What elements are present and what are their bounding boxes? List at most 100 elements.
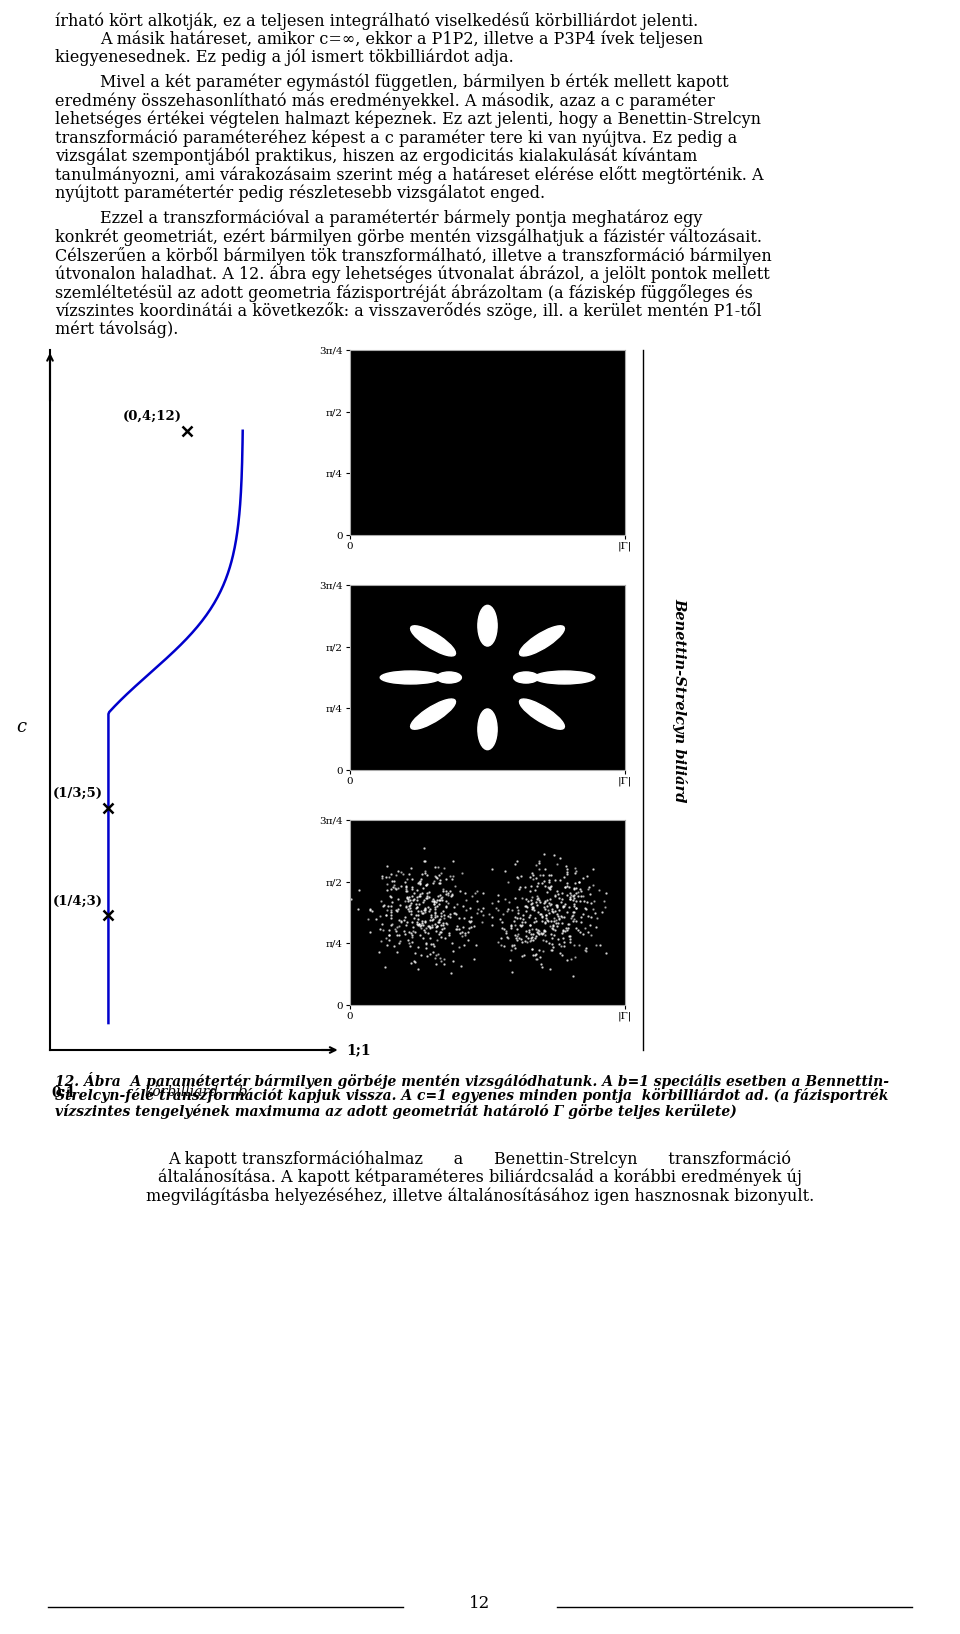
Point [425,907,441,933]
Point [427,899,443,925]
Point [562,910,577,936]
Point [433,925,448,951]
Point [555,925,570,951]
Point [528,889,543,915]
Point [413,866,428,892]
Point [531,871,546,897]
Point [571,879,587,905]
Point [414,909,429,935]
Point [556,930,571,956]
Point [439,894,454,920]
Point [543,936,559,962]
Point [531,918,546,944]
Point [532,902,547,928]
Point [427,904,443,930]
Point [523,887,539,913]
Point [591,877,607,904]
Point [499,899,515,925]
Point [382,917,397,943]
Point [406,948,421,974]
Point [426,889,442,915]
Point [407,886,422,912]
Point [422,925,438,951]
Point [426,892,442,918]
Point [494,909,510,935]
Point [537,840,552,866]
Point [545,913,561,940]
Point [445,900,461,926]
Point [455,918,470,944]
Point [501,925,516,951]
Point [380,853,396,879]
Point [419,884,434,910]
Point [393,892,408,918]
Point [445,863,461,889]
Point [520,925,536,951]
Point [461,909,476,935]
Point [400,886,416,912]
Point [496,933,512,959]
Point [493,931,509,958]
Point [506,931,521,958]
Point [372,915,388,941]
Point [511,897,526,923]
Point [503,915,518,941]
Point [556,864,571,891]
Point [398,874,414,900]
Text: útvonalon haladhat. A 12. ábra egy lehetséges útvonalat ábrázol, a jelölt pontok: útvonalon haladhat. A 12. ábra egy lehet… [55,265,770,283]
Point [398,873,414,899]
Text: lehetséges értékei végtelen halmazt képeznek. Ez azt jelenti, hogy a Benettin-St: lehetséges értékei végtelen halmazt képe… [55,111,761,129]
Point [421,879,437,905]
Point [556,894,571,920]
Point [517,897,533,923]
Point [384,868,399,894]
Point [432,891,447,917]
Point [566,892,582,918]
Point [518,894,534,920]
Point [576,920,591,946]
Point [523,926,539,953]
Point [500,869,516,895]
Point [416,917,431,943]
Point [429,894,444,920]
Point [427,944,443,971]
Point [444,930,460,956]
Point [563,886,578,912]
Text: A másik határeset, amikor c=∞, ekkor a P1P2, illetve a P3P4 ívek teljesen: A másik határeset, amikor c=∞, ekkor a P… [100,31,703,47]
Point [529,882,544,909]
Point [398,894,414,920]
Point [415,900,430,926]
Point [535,871,550,897]
Point [494,915,510,941]
Point [433,882,448,909]
Point [517,928,533,954]
Point [405,882,420,909]
Point [562,930,577,956]
Point [534,904,549,930]
Point [363,918,378,944]
Point [436,951,451,977]
Point [384,905,399,931]
Point [566,892,582,918]
Point [412,912,427,938]
Point [560,882,575,909]
Point [425,886,441,912]
Point [422,913,438,940]
Point [510,926,525,953]
Point [541,889,557,915]
Point [529,886,544,912]
Point [402,892,418,918]
Point [397,869,413,895]
Point [410,871,425,897]
Point [475,894,491,920]
Point [492,907,507,933]
Point [386,933,401,959]
Point [434,887,449,913]
Point [525,895,540,922]
Point [418,873,433,899]
Point [495,902,511,928]
Point [554,941,569,967]
Point [439,887,454,913]
Point [544,897,560,923]
Point [563,884,578,910]
